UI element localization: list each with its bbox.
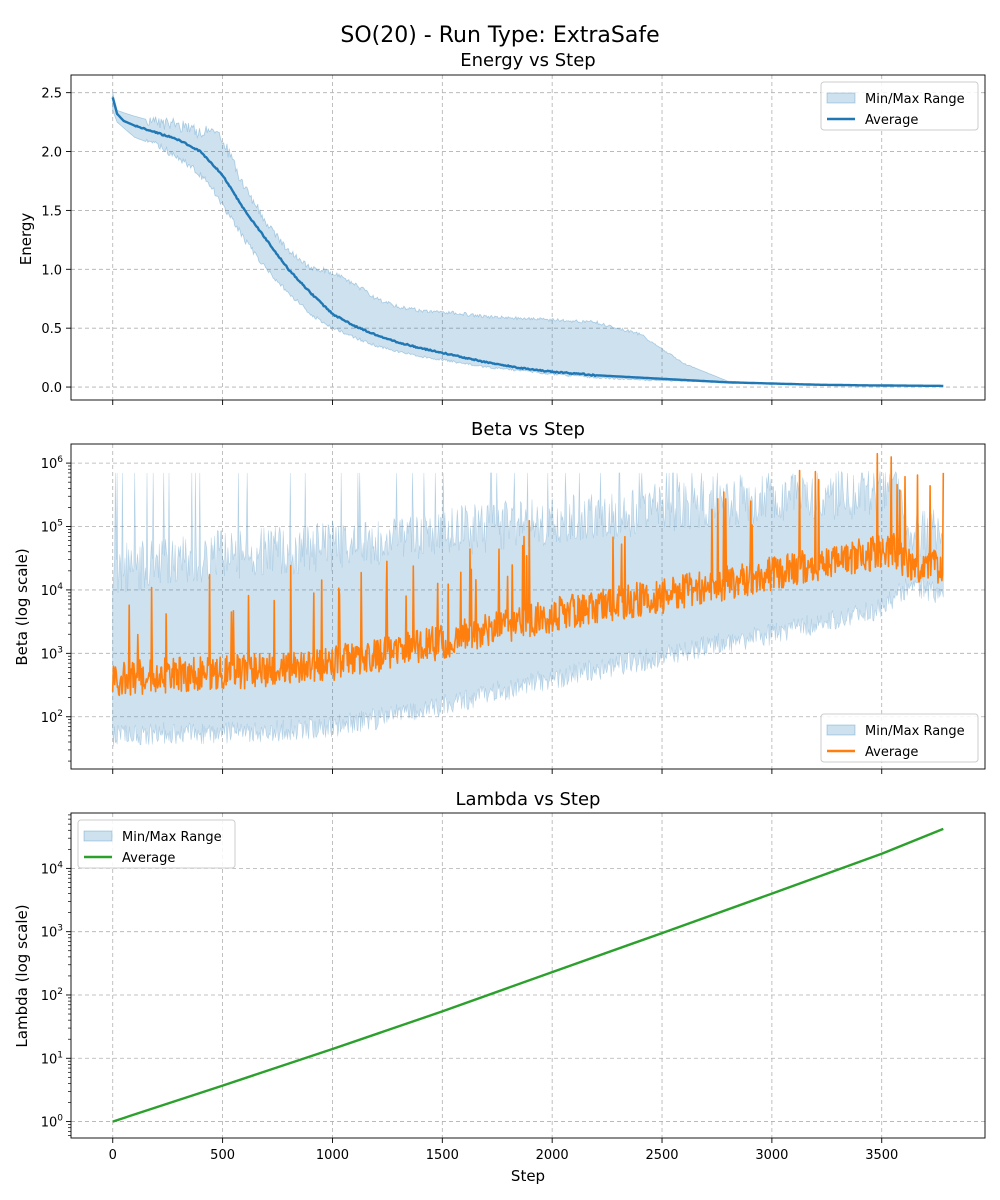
y-tick-label: 2.0 (41, 146, 62, 161)
y-tick-label: 104 (41, 582, 64, 599)
y-tick-label: 103 (41, 924, 63, 941)
legend-box (820, 81, 979, 131)
x-tick-label: 2000 (536, 1148, 569, 1163)
y-tick-label: 102 (41, 987, 63, 1004)
lambda-ylabel: Lambda (log scale) (13, 904, 31, 1047)
energy-chart: Energy vs Step Energy 0.0 0.5 1.0 1.5 2.0 2.5… (17, 50, 986, 405)
y-tick-label: 103 (41, 645, 63, 662)
lambda-chart: Lambda vs Step Lambda (log scale) 0 500 10… (13, 789, 986, 1185)
x-tick-label: 3500 (865, 1148, 898, 1163)
x-axis-label: Step (511, 1167, 545, 1185)
y-tick-label: 100 (41, 1114, 64, 1131)
energy-ylabel: Energy (17, 213, 35, 266)
y-tick-label: 102 (41, 709, 63, 726)
legend: Min/Max Range Average (77, 819, 236, 869)
legend-label-average: Average (865, 745, 918, 760)
legend-label-band: Min/Max Range (865, 724, 965, 739)
legend-label-band: Min/Max Range (122, 830, 222, 845)
y-tick-label: 101 (41, 1050, 63, 1067)
axes-frame (70, 74, 986, 401)
x-tick-label: 500 (210, 1148, 235, 1163)
y-tick-label: 104 (41, 860, 64, 877)
x-tick-label: 1500 (426, 1148, 459, 1163)
legend-band-swatch (83, 830, 113, 842)
x-tick-label: 2500 (645, 1148, 678, 1163)
average-line (111, 97, 944, 388)
energy-chart-title: Energy vs Step (460, 50, 595, 71)
average-line (112, 827, 944, 1123)
legend: Min/Max Range Average (820, 713, 979, 763)
y-tick-label: 0.0 (41, 381, 62, 396)
legend: Min/Max Range Average (820, 81, 979, 131)
lambda-chart-title: Lambda vs Step (456, 789, 601, 810)
legend-label-average: Average (865, 113, 918, 128)
legend-box (820, 713, 979, 763)
beta-chart-title: Beta vs Step (471, 419, 585, 440)
legend-label-band: Min/Max Range (865, 92, 965, 107)
figure-title: SO(20) - Run Type: ExtraSafe (340, 23, 659, 48)
y-tick-label: 106 (41, 455, 64, 472)
x-tick-label: 1000 (316, 1148, 349, 1163)
legend-band-swatch (826, 724, 856, 736)
legend-label-average: Average (122, 851, 175, 866)
x-tick-label: 0 (109, 1148, 117, 1163)
axes-frame (70, 443, 986, 770)
y-tick-label: 105 (41, 519, 63, 536)
x-tick-label: 3000 (755, 1148, 788, 1163)
beta-ylabel: Beta (log scale) (13, 548, 31, 665)
y-tick-label: 1.5 (41, 204, 62, 219)
y-tick-label: 1.0 (41, 263, 62, 278)
axes-frame (70, 812, 986, 1139)
legend-band-swatch (826, 92, 856, 104)
legend-box (77, 819, 236, 869)
beta-chart: Beta vs Step Beta (log scale) 102 103 104 1… (13, 419, 986, 774)
average-line (111, 452, 945, 697)
y-tick-label: 0.5 (41, 322, 62, 337)
y-tick-label: 2.5 (41, 87, 62, 102)
